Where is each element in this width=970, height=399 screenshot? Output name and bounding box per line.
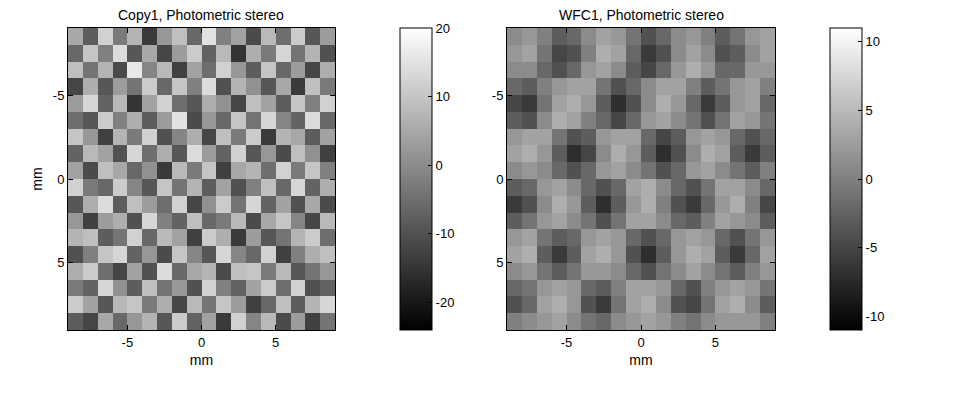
svg-text:0: 0 (866, 172, 873, 187)
svg-text:-10: -10 (436, 226, 455, 241)
svg-text:-5: -5 (561, 335, 573, 350)
svg-text:5: 5 (272, 335, 279, 350)
svg-text:5: 5 (496, 255, 503, 270)
svg-text:-20: -20 (436, 295, 455, 310)
svg-text:WFC1, Photometric stereo: WFC1, Photometric stereo (559, 7, 724, 23)
svg-text:mm: mm (29, 167, 45, 190)
svg-text:0: 0 (198, 335, 205, 350)
svg-text:mm: mm (190, 352, 213, 368)
svg-text:0: 0 (436, 158, 443, 173)
svg-text:Copy1, Photometric stereo: Copy1, Photometric stereo (118, 7, 284, 23)
svg-text:0: 0 (57, 172, 64, 187)
svg-text:-5: -5 (53, 88, 65, 103)
svg-text:-10: -10 (866, 309, 885, 324)
svg-text:-5: -5 (122, 335, 134, 350)
svg-text:5: 5 (866, 103, 873, 118)
svg-text:5: 5 (712, 335, 719, 350)
svg-text:20: 20 (436, 21, 450, 36)
svg-text:-5: -5 (492, 88, 504, 103)
svg-text:mm: mm (629, 352, 652, 368)
svg-text:10: 10 (436, 89, 450, 104)
svg-text:0: 0 (496, 172, 503, 187)
svg-text:-5: -5 (866, 240, 878, 255)
svg-text:0: 0 (637, 335, 644, 350)
svg-text:10: 10 (866, 34, 880, 49)
svg-text:5: 5 (57, 255, 64, 270)
